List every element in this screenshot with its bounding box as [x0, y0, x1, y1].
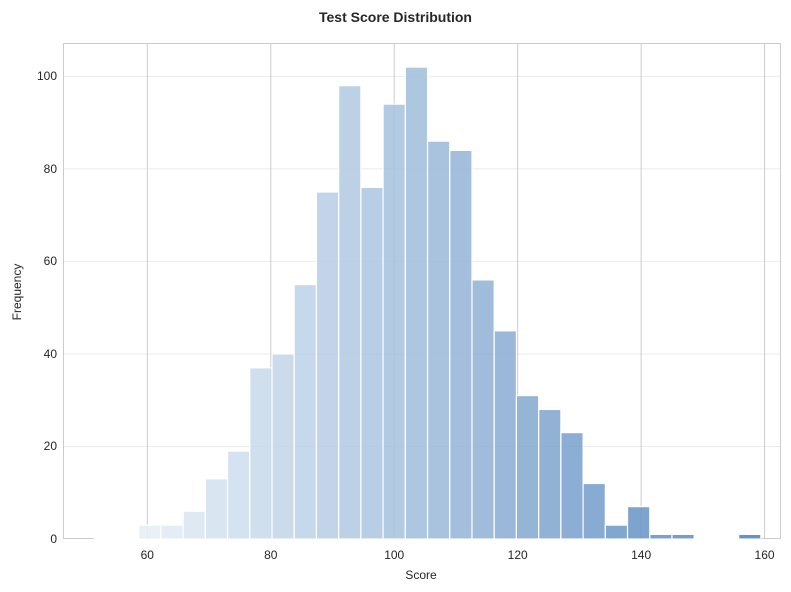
histogram-bar [115, 537, 140, 540]
histogram-bar [604, 524, 629, 540]
histogram-bar [160, 524, 184, 540]
histogram-bar [426, 140, 451, 540]
x-tick-label: 160 [754, 548, 775, 562]
histogram-bar [138, 524, 162, 540]
histogram-bar [693, 537, 718, 540]
histogram-bar [226, 450, 251, 540]
histogram-bar [360, 186, 384, 540]
x-tick-label: 140 [631, 548, 652, 562]
histogram-bar [249, 367, 273, 540]
chart-title: Test Score Distribution [319, 9, 472, 25]
x-tick-label: 120 [507, 548, 528, 562]
x-tick-label: 80 [264, 548, 278, 562]
histogram-bar [738, 533, 762, 540]
y-axis-label: Frequency [10, 263, 24, 321]
y-tick-label: 40 [43, 346, 57, 361]
y-tick-label: 60 [43, 254, 57, 269]
y-axis-ticks: 0 20 40 60 80 100 [0, 0, 57, 592]
histogram-bar [293, 283, 318, 540]
y-tick-label: 100 [36, 69, 57, 84]
histogram-bar [715, 537, 740, 540]
histogram-bar [649, 533, 673, 540]
histogram-bar [338, 85, 362, 540]
histogram-bar [382, 103, 406, 540]
y-tick-label: 0 [50, 532, 57, 546]
y-tick-label: 80 [43, 161, 57, 176]
histogram-bar [538, 408, 562, 540]
histogram-bar [204, 478, 229, 540]
histogram-bar [93, 537, 118, 540]
histogram-bar [626, 506, 651, 540]
histogram-bar [404, 66, 429, 540]
histogram-bar [560, 431, 584, 540]
y-tick-label: 20 [43, 439, 57, 454]
histogram-bar [515, 394, 540, 540]
histogram-bar [271, 353, 295, 540]
histogram-bar [449, 149, 473, 540]
histogram-bar [671, 533, 695, 540]
histogram-bar [582, 482, 606, 540]
x-axis-label: Score [405, 568, 437, 582]
x-tick-label: 100 [384, 548, 405, 562]
histogram-bar [471, 279, 495, 540]
x-tick-label: 60 [140, 548, 154, 562]
histogram-bar [493, 330, 518, 540]
histogram-bar [182, 510, 206, 540]
histogram-bar [315, 191, 340, 540]
